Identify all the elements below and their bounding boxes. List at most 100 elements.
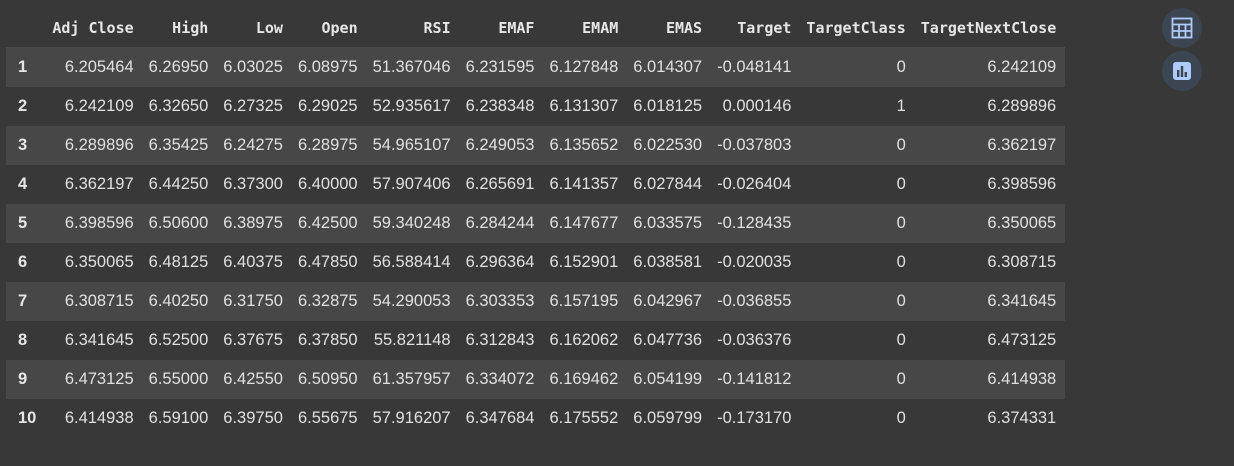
- table-cell: 6.40250: [148, 292, 209, 310]
- table-cell: -0.048141: [717, 58, 792, 76]
- table-cell: 51.367046: [372, 58, 451, 76]
- table-cell: 6.059799: [633, 409, 703, 427]
- table-cell: -0.037803: [717, 136, 792, 154]
- table-cell: 6.350065: [987, 214, 1057, 232]
- table-cell: 57.916207: [372, 409, 451, 427]
- table-cell: 6.308715: [987, 253, 1057, 271]
- table-cell: 6.50950: [297, 370, 358, 388]
- convert-to-interactive-table-button[interactable]: [1162, 8, 1202, 48]
- table-cell: 6.308715: [64, 292, 134, 310]
- table-cell: 6.55675: [297, 409, 358, 427]
- table-cell: 6.334072: [465, 370, 535, 388]
- table-row: 9 6.473125 6.55000 6.42550 6.50950 61.357957 6…: [6, 360, 1066, 399]
- table-cell: 0.000146: [722, 97, 792, 115]
- table-cell: -0.026404: [717, 175, 792, 193]
- table-cell: 6.033575: [633, 214, 703, 232]
- row-index: 8: [18, 331, 28, 349]
- table-cell: 6.289896: [64, 136, 134, 154]
- table-cell: 6.362197: [64, 175, 134, 193]
- table-cell: 6.169462: [549, 370, 619, 388]
- table-row: 4 6.362197 6.44250 6.37300 6.40000 57.907406 6…: [6, 165, 1066, 204]
- column-header: RSI: [366, 9, 460, 48]
- table-cell: 0: [896, 214, 906, 232]
- table-cell: 0: [896, 136, 906, 154]
- suggest-charts-button[interactable]: [1162, 51, 1202, 91]
- table-cell: 6.39750: [223, 409, 283, 427]
- table-cell: 6.37850: [297, 331, 358, 349]
- table-cell: 61.357957: [372, 370, 451, 388]
- table-cell: 6.37300: [223, 175, 283, 193]
- table-cell: 6.414938: [987, 370, 1057, 388]
- row-index: 7: [18, 292, 28, 310]
- column-header: Target: [711, 9, 801, 48]
- table-cell: 6.398596: [987, 175, 1057, 193]
- table-cell: 6.038581: [633, 253, 703, 271]
- bar-chart-icon: [1173, 62, 1191, 80]
- table-cell: 6.47850: [297, 253, 358, 271]
- table-header-row: Adj Close High Low Open RSI EMAF EMAM EMAS Targe…: [6, 9, 1066, 48]
- table-row: 2 6.242109 6.32650 6.27325 6.29025 52.935617 6…: [6, 87, 1066, 126]
- table-cell: 6.131307: [549, 97, 619, 115]
- table-cell: 6.03025: [223, 58, 283, 76]
- table-cell: 6.35425: [148, 136, 209, 154]
- table-cell: 6.157195: [549, 292, 619, 310]
- row-index: 6: [18, 253, 28, 271]
- table-cell: 6.42500: [297, 214, 358, 232]
- table-cell: 6.022530: [633, 136, 703, 154]
- table-cell: 6.175552: [549, 409, 619, 427]
- table-cell: 55.821148: [373, 331, 451, 349]
- table-row: 10 6.414938 6.59100 6.39750 6.55675 57.916207…: [6, 399, 1066, 438]
- row-index: 2: [18, 97, 28, 115]
- table-cell: 6.042967: [633, 292, 703, 310]
- table-cell: 6.398596: [64, 214, 134, 232]
- table-cell: 6.162062: [549, 331, 619, 349]
- table-cell: 6.473125: [64, 370, 134, 388]
- table-cell: 6.59100: [148, 409, 209, 427]
- table-cell: 6.52500: [148, 331, 209, 349]
- table-cell: 6.284244: [465, 214, 535, 232]
- table-cell: 6.32875: [297, 292, 358, 310]
- table-cell: -0.020035: [717, 253, 792, 271]
- table-cell: 6.265691: [465, 175, 535, 193]
- row-index: 10: [18, 409, 37, 427]
- column-header: EMAF: [459, 9, 544, 48]
- table-row: 1 6.205464 6.26950 6.03025 6.08975 51.367046 6…: [6, 47, 1066, 87]
- table-cell: 6.37675: [223, 331, 283, 349]
- row-index: 4: [18, 175, 28, 193]
- table-cell: 0: [896, 292, 906, 310]
- table-cell: 6.296364: [465, 253, 535, 271]
- table-cell: 6.29025: [297, 97, 358, 115]
- table-cell: -0.036376: [717, 331, 792, 349]
- column-header: EMAS: [627, 9, 712, 48]
- table-cell: -0.128435: [717, 214, 792, 232]
- table-cell: 0: [896, 409, 906, 427]
- column-header: TargetClass: [800, 9, 915, 48]
- table-body: 1 6.205464 6.26950 6.03025 6.08975 51.367046 6…: [6, 47, 1066, 438]
- table-cell: 6.31750: [223, 292, 283, 310]
- table-cell: 6.152901: [549, 253, 619, 271]
- row-index: 5: [18, 214, 28, 232]
- table-cell: 6.303353: [465, 292, 535, 310]
- table-cell: 6.341645: [64, 331, 134, 349]
- table-cell: 6.38975: [223, 214, 283, 232]
- row-index: 1: [18, 58, 28, 76]
- column-header: Adj Close: [46, 9, 143, 48]
- table-cell: 6.414938: [64, 409, 134, 427]
- table-cell: 6.242109: [64, 97, 134, 115]
- table-cell: -0.141812: [717, 370, 792, 388]
- table-cell: -0.036855: [717, 292, 792, 310]
- table-row: 7 6.308715 6.40250 6.31750 6.32875 54.290053 6…: [6, 282, 1066, 321]
- table-cell: 6.40000: [297, 175, 358, 193]
- table-cell: 6.27325: [223, 97, 283, 115]
- table-cell: 6.027844: [633, 175, 703, 193]
- table-cell: 6.473125: [987, 331, 1057, 349]
- table-cell: 1: [896, 97, 906, 115]
- table-cell: 54.965107: [372, 136, 451, 154]
- table-cell: 6.014307: [633, 58, 703, 76]
- index-header: [6, 9, 47, 48]
- table-cell: 54.290053: [372, 292, 451, 310]
- table-row: 8 6.341645 6.52500 6.37675 6.37850 55.821148 6…: [6, 321, 1066, 360]
- column-header: TargetNextClose: [914, 9, 1066, 48]
- table-cell: 6.147677: [549, 214, 619, 232]
